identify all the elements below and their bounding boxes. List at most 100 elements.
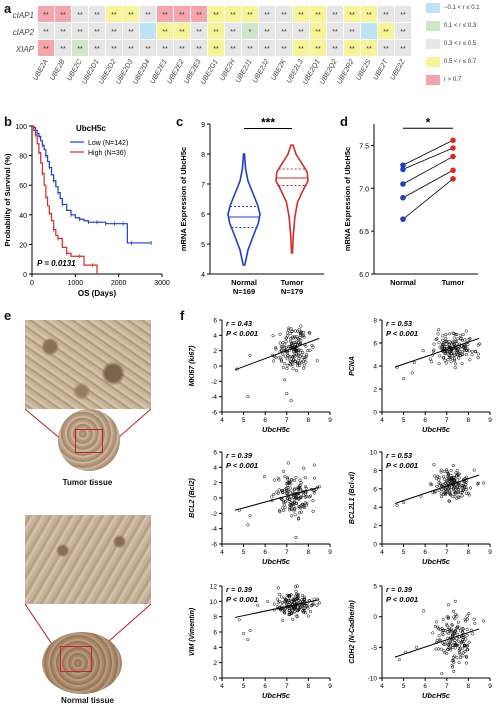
y-tick-label: 4 (213, 333, 217, 340)
heatmap-cell-label: ** (332, 29, 338, 36)
data-point (298, 486, 302, 491)
data-point (467, 349, 471, 353)
data-point (450, 480, 454, 484)
heatmap-cell (38, 23, 54, 39)
data-point (476, 356, 480, 360)
data-point (296, 609, 300, 613)
heatmap-cell (242, 23, 258, 39)
data-point (446, 358, 450, 362)
data-point (297, 485, 302, 489)
data-point (315, 603, 319, 607)
data-point (291, 341, 295, 345)
heatmap-cell (310, 40, 326, 56)
tumor-point (450, 176, 456, 182)
data-point (306, 349, 310, 353)
heatmap-cell-label: ** (400, 12, 406, 19)
data-point (286, 363, 290, 367)
data-point (304, 485, 308, 489)
data-point (311, 499, 315, 503)
data-point (437, 638, 441, 642)
data-point (455, 496, 459, 500)
data-point (451, 665, 455, 669)
data-point (441, 641, 445, 645)
heatmap-cell (361, 6, 377, 22)
data-point (291, 336, 295, 340)
data-point (289, 593, 293, 597)
data-point (432, 463, 436, 467)
data-point (299, 481, 303, 485)
data-point (293, 496, 297, 500)
data-point (278, 341, 282, 345)
heatmap-cell-label: ** (128, 29, 134, 36)
data-point (441, 356, 445, 360)
y-tick-label: 4 (213, 645, 217, 652)
y-tick-label: 2 (373, 387, 377, 394)
legend-item: −0.1 < r ≤ 0.1 (426, 2, 480, 14)
data-point (293, 513, 297, 517)
data-point (431, 349, 435, 353)
data-point (281, 341, 285, 345)
data-point (464, 619, 468, 623)
y-tick-label: 0 (23, 272, 27, 279)
x-tick-label: 8 (467, 549, 471, 556)
data-point (272, 478, 276, 482)
data-point (421, 349, 425, 353)
data-point (435, 638, 439, 642)
data-point (291, 490, 295, 494)
heatmap-cell (72, 40, 88, 56)
data-point (433, 624, 438, 629)
data-point (452, 615, 456, 619)
data-point (447, 479, 451, 483)
data-point (288, 508, 292, 512)
data-point (302, 366, 306, 370)
data-point (308, 348, 312, 352)
heatmap-cell-label: ** (179, 12, 185, 19)
heatmap-cell-label: ** (366, 46, 372, 53)
x-tick-label: 0 (30, 280, 34, 287)
data-point (456, 337, 460, 341)
data-point (445, 630, 449, 634)
data-point (455, 656, 459, 660)
heatmap-cell (123, 40, 139, 56)
data-point (275, 597, 280, 601)
heatmap-cell (174, 6, 190, 22)
heatmap-cell-label: ** (196, 29, 202, 36)
data-point (303, 501, 307, 505)
data-point (297, 504, 301, 509)
data-point (395, 503, 399, 507)
data-point (292, 606, 296, 610)
data-point (295, 614, 299, 618)
data-point (462, 643, 467, 647)
y-tick-label: 0 (373, 614, 377, 621)
data-point (301, 334, 306, 338)
data-point (303, 357, 307, 361)
data-point (443, 358, 447, 362)
heatmap-cell-label: ** (349, 46, 355, 53)
heatmap-cell-label: ** (60, 12, 66, 19)
data-point (451, 643, 455, 647)
heatmap-cell-label: ** (60, 29, 66, 36)
panel-label-b: b (4, 114, 12, 129)
data-point (465, 627, 469, 631)
y-tick-label: -6 (211, 542, 217, 549)
data-point (285, 476, 289, 480)
heatmap-cell-label: ** (281, 12, 287, 19)
heatmap-cell (225, 23, 241, 39)
y-tick-label: 7.0 (359, 186, 369, 193)
data-point (444, 468, 449, 472)
heatmap-col-label: UBE2T (372, 58, 390, 82)
data-point (457, 472, 461, 476)
data-point (441, 629, 445, 633)
data-point (284, 491, 288, 495)
data-point (437, 478, 441, 482)
data-point (434, 338, 438, 342)
data-point (440, 342, 445, 346)
heatmap-cell (293, 40, 309, 56)
data-point (453, 629, 457, 633)
legend-swatch (426, 57, 440, 67)
data-point (302, 503, 306, 507)
y-tick-label: 6 (213, 630, 217, 637)
data-point (271, 334, 275, 338)
data-point (440, 495, 444, 499)
data-point (297, 357, 301, 361)
